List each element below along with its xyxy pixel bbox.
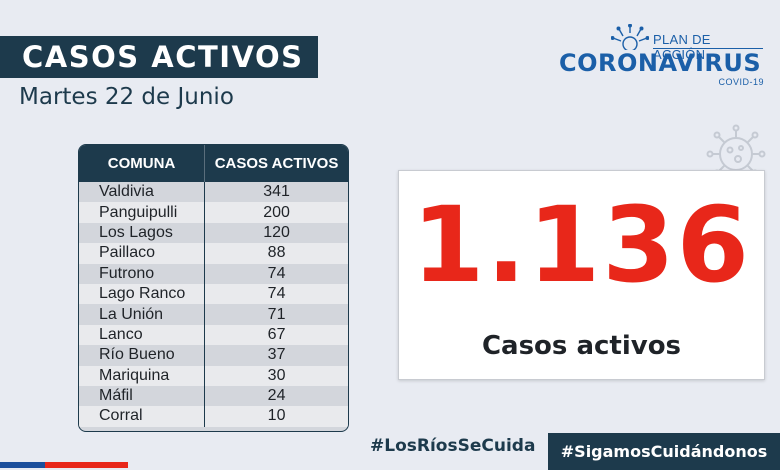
casos-cell: 74	[204, 283, 348, 305]
page-title: CASOS ACTIVOS	[22, 40, 304, 74]
casos-cell: 24	[204, 385, 348, 407]
table-row: Lanco 67	[79, 324, 348, 346]
flag-red-segment	[45, 462, 128, 468]
casos-cell: 120	[204, 222, 348, 244]
casos-cell: 71	[204, 304, 348, 325]
comuna-cell: Corral	[99, 407, 143, 425]
logo-name: CORONAVIRUS	[559, 49, 762, 77]
date-subtitle: Martes 22 de Junio	[19, 84, 234, 110]
comuna-cell: Mariquina	[99, 366, 170, 384]
casos-cell: 37	[204, 345, 348, 366]
title-banner: CASOS ACTIVOS	[0, 36, 318, 78]
comuna-cell: Panguipulli	[99, 203, 178, 221]
table-row: Futrono 74	[79, 263, 348, 284]
table-row: Panguipulli 200	[79, 202, 348, 223]
table-row: La Unión 71	[79, 304, 348, 325]
total-count: 1.136	[412, 184, 751, 306]
flag-bar	[0, 462, 128, 468]
table-row: Corral 10	[79, 406, 348, 427]
comuna-cell: Valdivia	[99, 183, 154, 201]
table-row: Río Bueno 37	[79, 345, 348, 366]
casos-cell: 341	[204, 182, 348, 203]
casos-cell: 67	[204, 324, 348, 346]
sun-emblem-icon	[611, 24, 649, 50]
casos-cell: 10	[204, 406, 348, 427]
hashtag-sigamos-text: #SigamosCuidándonos	[560, 442, 768, 461]
table-row: Lago Ranco 74	[79, 283, 348, 305]
table-row: Los Lagos 120	[79, 222, 348, 244]
comuna-cell: Lanco	[99, 325, 143, 343]
casos-cell: 200	[204, 202, 348, 223]
header-comuna: COMUNA	[107, 155, 176, 172]
comuna-cell: Máfil	[99, 387, 133, 405]
table-row: Mariquina 30	[79, 365, 348, 386]
casos-cell: 74	[204, 263, 348, 284]
table-row: Valdivia 341	[79, 182, 348, 203]
casos-cell: 88	[204, 243, 348, 264]
casos-cell: 30	[204, 365, 348, 386]
flag-blue-segment	[0, 462, 45, 468]
comuna-cell: Futrono	[99, 264, 155, 282]
table-body: Valdivia 341 Panguipulli 200 Los Lagos 120 Pai…	[79, 182, 348, 427]
header-casos-activos: CASOS ACTIVOS	[204, 145, 348, 182]
hashtag-sigamos: #SigamosCuidándonos	[548, 433, 780, 470]
coronavirus-logo: PLAN DE ACCIÓN CORONAVIRUS COVID-19	[559, 24, 764, 92]
comuna-cell: Paillaco	[99, 244, 156, 262]
total-card: 1.136 Casos activos	[398, 170, 765, 380]
logo-plan-text: PLAN DE ACCIÓN	[653, 32, 711, 62]
logo-subtext: COVID-19	[718, 77, 764, 87]
comuna-cell: Río Bueno	[99, 346, 175, 364]
hashtag-los-rios: #LosRíosSeCuida	[370, 436, 536, 456]
cases-table: COMUNA CASOS ACTIVOS Valdivia 341 Panguipu…	[78, 144, 349, 432]
table-row: Paillaco 88	[79, 243, 348, 264]
comuna-cell: Lago Ranco	[99, 285, 186, 303]
comuna-cell: Los Lagos	[99, 223, 173, 241]
comuna-cell: La Unión	[99, 305, 164, 323]
logo-divider	[653, 48, 763, 49]
table-row: Máfil 24	[79, 385, 348, 407]
total-label: Casos activos	[481, 331, 682, 361]
table-header: COMUNA CASOS ACTIVOS	[79, 145, 348, 182]
